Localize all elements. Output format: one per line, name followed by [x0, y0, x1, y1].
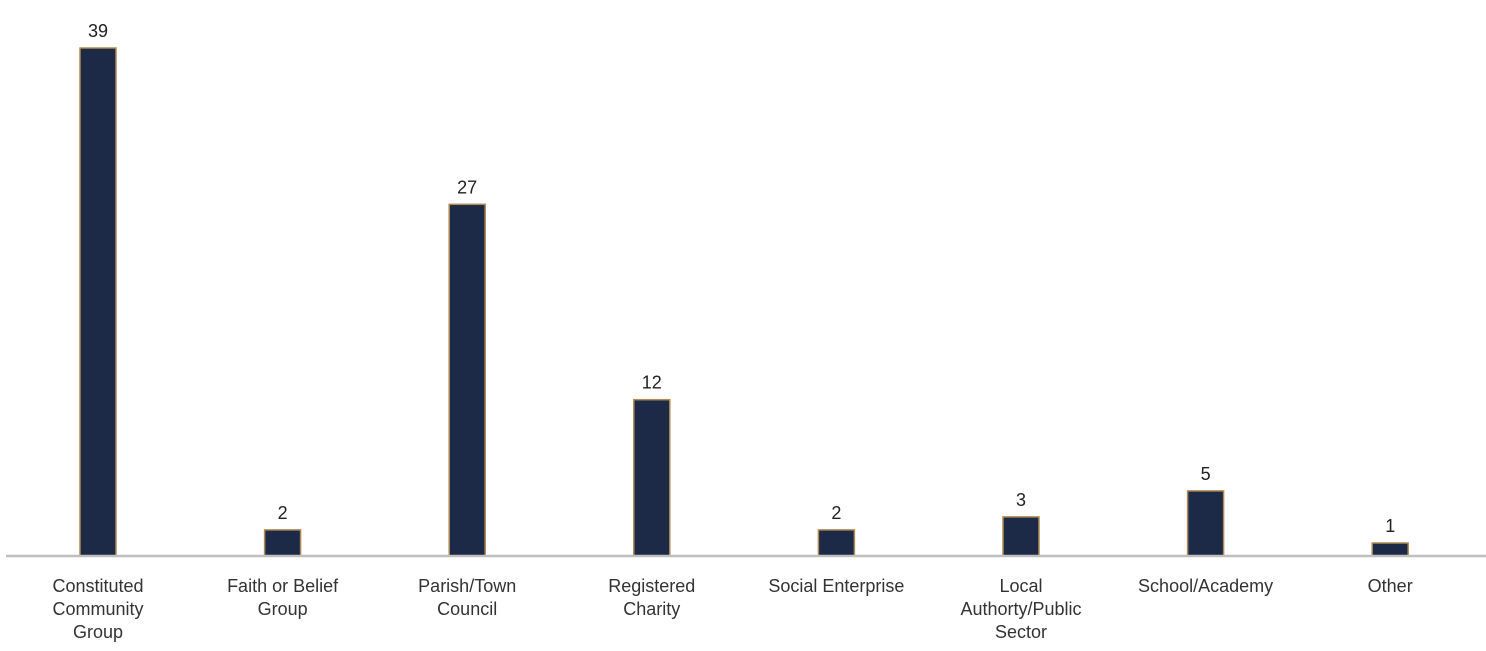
category-label-line: Group [73, 622, 123, 642]
bar-0 [79, 47, 117, 557]
category-label-line: Faith or Belief [227, 576, 339, 596]
data-label-5: 3 [1016, 490, 1026, 510]
category-label-line: Parish/Town [418, 576, 516, 596]
category-label-0: Constituted Community Group [52, 576, 143, 642]
category-label-1: Faith or Belief Group [227, 576, 339, 619]
category-label-4: Social Enterprise [768, 576, 904, 596]
value-labels-group: 39 2 27 12 2 3 5 1 [88, 21, 1395, 536]
data-label-4: 2 [831, 503, 841, 523]
bar-7 [1371, 542, 1409, 557]
category-label-2: Parish/Town Council [418, 576, 516, 619]
data-label-2: 27 [457, 177, 477, 197]
data-label-7: 1 [1385, 516, 1395, 536]
category-label-3: Registered Charity [608, 576, 695, 619]
category-label-line: Registered [608, 576, 695, 596]
category-label-line: Council [437, 599, 497, 619]
category-label-line: Authorty/Public [960, 599, 1081, 619]
data-label-3: 12 [642, 373, 662, 393]
bar-5 [1002, 516, 1040, 557]
category-label-line: Community [52, 599, 143, 619]
category-label-line: Group [258, 599, 308, 619]
category-label-line: Sector [995, 622, 1047, 642]
category-label-line: Local [999, 576, 1042, 596]
category-label-line: School/Academy [1138, 576, 1273, 596]
data-label-1: 2 [278, 503, 288, 523]
bar-2 [448, 203, 486, 557]
data-label-0: 39 [88, 21, 108, 41]
bars-group [79, 47, 1409, 557]
category-label-line: Other [1368, 576, 1413, 596]
category-label-7: Other [1368, 576, 1413, 596]
category-label-5: Local Authorty/Public Sector [960, 576, 1081, 642]
category-label-6: School/Academy [1138, 576, 1273, 596]
bar-4 [817, 529, 856, 557]
bar-6 [1186, 490, 1225, 557]
bar-3 [633, 398, 671, 557]
category-label-line: Charity [623, 599, 680, 619]
data-label-6: 5 [1201, 464, 1211, 484]
bar-1 [263, 529, 302, 557]
category-label-line: Social Enterprise [768, 576, 904, 596]
category-label-line: Constituted [52, 576, 143, 596]
